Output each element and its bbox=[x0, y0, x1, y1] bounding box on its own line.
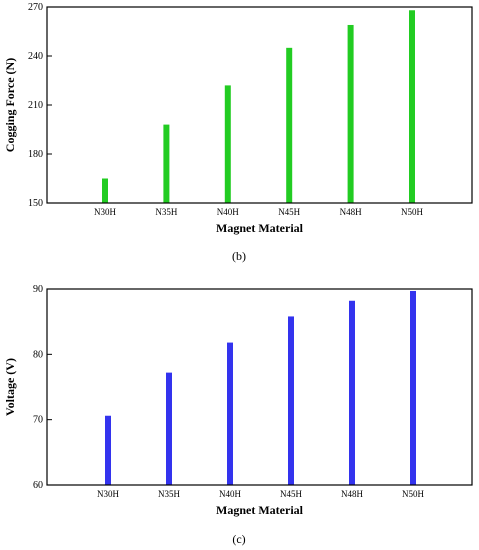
x-axis-label: Magnet Material bbox=[216, 221, 304, 235]
panel-caption: (b) bbox=[232, 249, 246, 263]
panel-caption: (c) bbox=[232, 532, 245, 546]
chart-b-cogging-force: 150 180 210 240 270 N30H N35H N40H N45H N48H N50H M… bbox=[3, 2, 473, 263]
y-axis-label: Voltage (V) bbox=[3, 358, 17, 416]
x-tick-label: N40H bbox=[217, 207, 239, 217]
chart-c-voltage: 60 70 80 90 N30H N35H N40H N45H N48H N50H Magnet M… bbox=[3, 284, 473, 546]
y-axis-label: Cogging Force (N) bbox=[3, 58, 17, 152]
bar-n48h bbox=[349, 300, 355, 485]
y-tick-label: 210 bbox=[28, 100, 43, 111]
bar-n40h bbox=[227, 342, 233, 485]
x-tick-label: N45H bbox=[280, 489, 302, 499]
x-tick-label: N48H bbox=[340, 207, 362, 217]
bar-n30h bbox=[102, 178, 108, 203]
x-tick-label: N35H bbox=[158, 489, 180, 499]
bar-n45h bbox=[286, 47, 293, 204]
x-tick-label: N30H bbox=[97, 489, 119, 499]
x-tick-label: N35H bbox=[155, 207, 177, 217]
x-tick-label: N48H bbox=[341, 489, 363, 499]
y-tick-label: 270 bbox=[28, 2, 43, 13]
bar-n30h bbox=[105, 415, 111, 485]
bar-n50h bbox=[409, 10, 415, 204]
y-tick-label: 150 bbox=[28, 198, 43, 209]
plot-frame bbox=[46, 288, 473, 486]
bar-n48h bbox=[347, 24, 354, 203]
y-tick-label: 90 bbox=[33, 284, 43, 295]
bar-n35h bbox=[163, 124, 170, 203]
y-tick-label: 240 bbox=[28, 51, 43, 62]
bar-n35h bbox=[166, 372, 172, 485]
x-tick-label: N40H bbox=[219, 489, 241, 499]
x-tick-label: N30H bbox=[94, 207, 116, 217]
bar-n50h bbox=[410, 290, 416, 485]
x-tick-label: N45H bbox=[278, 207, 300, 217]
y-tick-label: 70 bbox=[33, 415, 43, 426]
y-tick-label: 80 bbox=[33, 349, 43, 360]
plot-frame bbox=[46, 6, 473, 204]
bar-n45h bbox=[288, 316, 294, 485]
x-tick-label: N50H bbox=[401, 207, 423, 217]
bar-n40h bbox=[224, 85, 231, 203]
x-tick-label: N50H bbox=[402, 489, 424, 499]
y-tick-label: 60 bbox=[33, 480, 43, 491]
x-axis-label: Magnet Material bbox=[216, 503, 304, 517]
y-tick-label: 180 bbox=[28, 149, 43, 160]
